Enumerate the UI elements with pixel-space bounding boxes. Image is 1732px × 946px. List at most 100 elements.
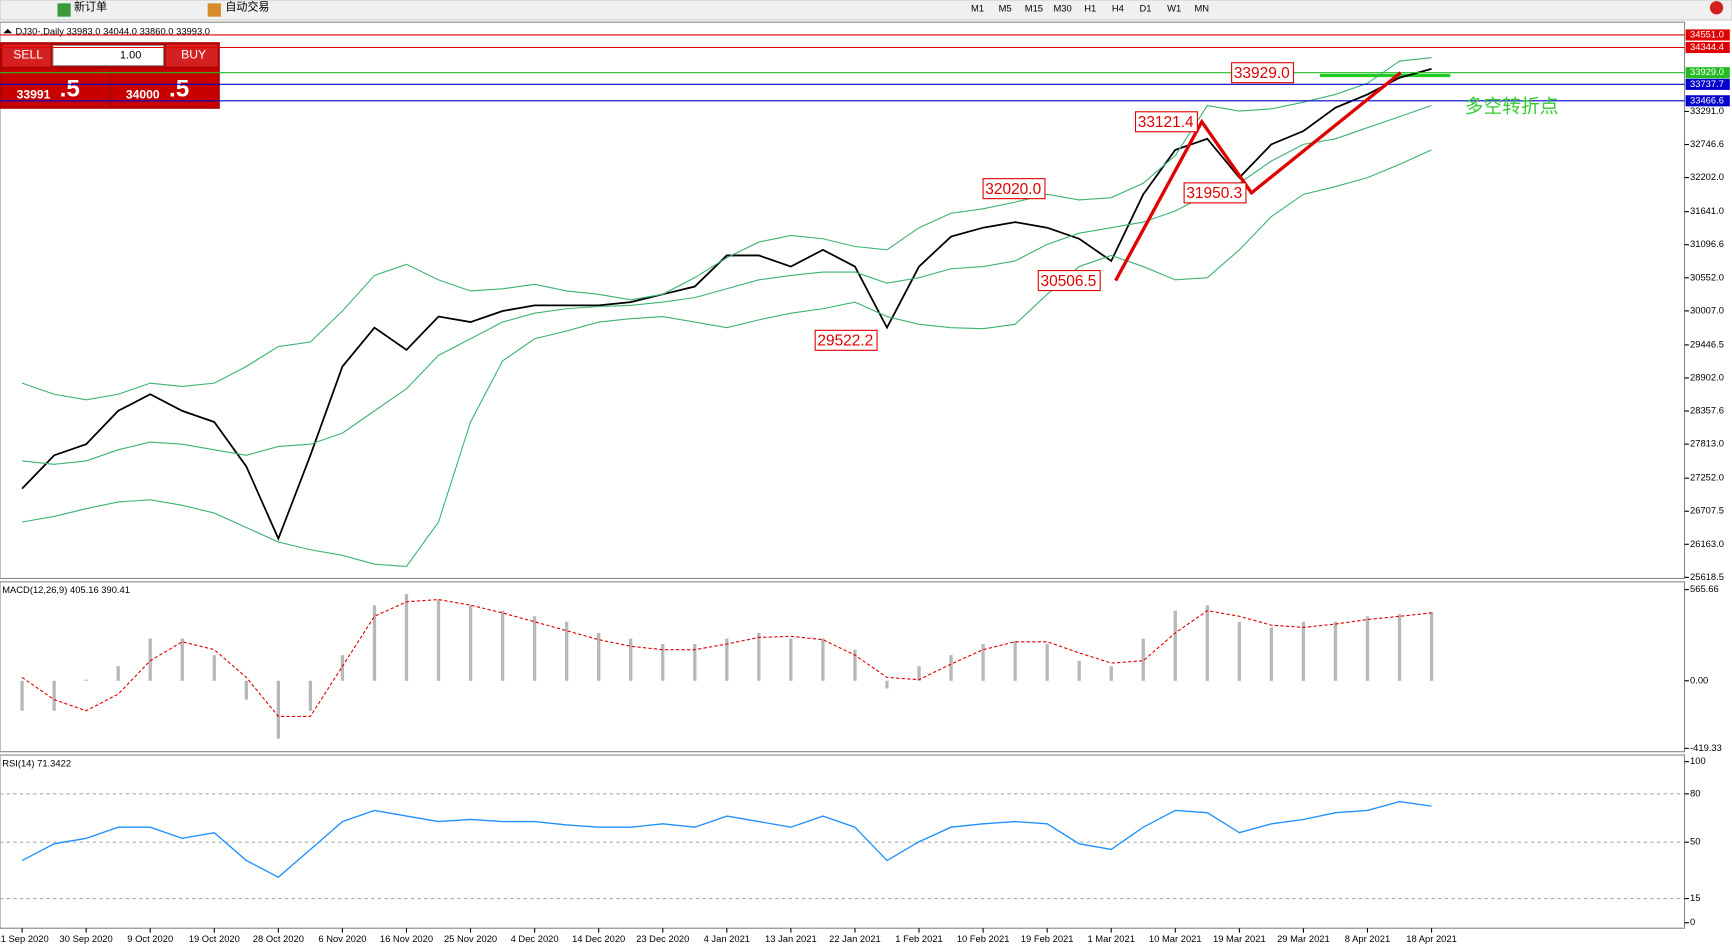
buy-label[interactable]: BUY (181, 48, 206, 62)
series-line (21, 800, 1432, 878)
macd-bar (1333, 621, 1338, 681)
y-tick-label: 26163.0 (1690, 538, 1724, 549)
annotation-label: 33929.0 (1234, 65, 1290, 82)
buy-button[interactable] (165, 44, 218, 67)
rsi-panel (0, 754, 1686, 929)
price-panel (0, 21, 1686, 580)
annotation-box (982, 178, 1046, 200)
y-tick-label: 0 (1690, 916, 1695, 927)
macd-bar (1045, 644, 1049, 681)
macd-bar (1301, 621, 1306, 681)
x-tick-label: 9 Oct 2020 (127, 933, 173, 944)
price-level-tag (1685, 41, 1730, 54)
macd-bar (308, 680, 313, 711)
macd-bar (853, 649, 857, 681)
macd-bar (1013, 640, 1017, 681)
macd-bar (468, 605, 473, 681)
macd-bar (52, 680, 56, 711)
x-tick-label: 14 Dec 2020 (572, 933, 625, 944)
y-tick-label: -419.33 (1690, 742, 1722, 753)
price-level-tag (1685, 67, 1730, 79)
macd-bar (949, 655, 953, 681)
price-level-tag (1685, 29, 1730, 41)
y-tick-label: 80 (1690, 787, 1700, 798)
rsi-title: RSI(14) 71.3422 (2, 757, 71, 768)
x-tick-label: 21 Sep 2020 (0, 933, 49, 944)
macd-bar (148, 638, 152, 681)
y-tick-label: 50 (1690, 836, 1700, 847)
price-level-label: 33737.7 (1690, 78, 1724, 89)
x-tick-label: 19 Oct 2020 (189, 933, 240, 944)
y-tick-label: 33291.0 (1690, 105, 1724, 116)
new-order-icon[interactable] (57, 3, 71, 17)
macd-bar (1365, 616, 1370, 681)
macd-bar (1269, 627, 1274, 681)
auto-trading-icon[interactable] (207, 3, 221, 17)
macd-bar (212, 655, 216, 681)
macd-bar (885, 680, 889, 689)
lot-box[interactable] (52, 44, 165, 67)
macd-bar (1109, 666, 1113, 681)
x-tick-label: 22 Jan 2021 (829, 933, 881, 944)
y-tick-label: 0.00 (1690, 674, 1708, 685)
y-tick-label: 25618.5 (1690, 571, 1724, 582)
macd-bar (84, 679, 88, 681)
timeframe-button[interactable]: W1 (1167, 2, 1181, 13)
lot-value[interactable]: 1.00 (120, 49, 141, 61)
x-tick-label: 16 Nov 2020 (380, 933, 433, 944)
timeframe-button[interactable]: D1 (1139, 2, 1151, 13)
macd-bar (1205, 605, 1209, 681)
series-line (22, 104, 1432, 465)
sell-label[interactable]: SELL (13, 48, 43, 62)
macd-bar (629, 638, 633, 681)
y-tick-label: 30007.0 (1690, 304, 1724, 315)
macd-bar (1141, 638, 1145, 681)
annotation-box (1134, 111, 1198, 133)
y-tick-label: 26707.5 (1690, 505, 1724, 516)
macd-bar (981, 644, 985, 681)
notification[interactable] (1709, 1, 1724, 15)
timeframe-button[interactable]: H4 (1112, 2, 1124, 13)
timeframe-button[interactable]: M5 (999, 2, 1012, 13)
collapse-icon[interactable] (3, 28, 13, 34)
series-line (21, 149, 1432, 567)
price-level-tag (1685, 95, 1730, 107)
y-tick-label: 32746.6 (1690, 138, 1724, 149)
macd-bar (917, 666, 921, 681)
new-order-button[interactable]: 新订单 (74, 0, 107, 14)
macd-bar (564, 621, 569, 681)
macd-bar (1077, 660, 1081, 681)
macd-bar (532, 616, 537, 681)
timeframe-button[interactable]: H1 (1084, 2, 1096, 13)
sell-price-frac: .5 (60, 75, 80, 102)
timeframe-button[interactable]: M30 (1053, 2, 1071, 13)
y-tick-label: 28902.0 (1690, 371, 1724, 382)
timeframe-button[interactable]: M1 (971, 2, 984, 13)
macd-bar (180, 638, 184, 681)
annotation-label: 33121.4 (1138, 114, 1194, 131)
sell-button[interactable] (2, 44, 51, 67)
x-tick-label: 1 Feb 2021 (895, 933, 942, 944)
macd-bar (404, 594, 409, 681)
annotation-label: 31950.3 (1186, 185, 1242, 202)
x-tick-label: 4 Jan 2021 (704, 933, 750, 944)
macd-bar (500, 610, 505, 681)
auto-trading-button[interactable]: 自动交易 (225, 0, 269, 14)
macd-bar (340, 655, 345, 681)
timeframe-button[interactable]: M15 (1025, 2, 1043, 13)
x-tick-label: 6 Nov 2020 (318, 933, 366, 944)
x-tick-label: 4 Dec 2020 (511, 933, 559, 944)
y-tick-label: 32202.0 (1690, 171, 1724, 182)
annotation-box (1183, 182, 1247, 204)
trade-panel: SELL 1.00 BUY 33991 .5 34000 .5 (0, 42, 220, 109)
annotation-box (814, 329, 878, 351)
x-tick-label: 13 Jan 2021 (765, 933, 817, 944)
y-tick-label: 100 (1690, 755, 1706, 766)
macd-bar (1429, 611, 1434, 681)
annotation-label: 30506.5 (1041, 273, 1097, 290)
x-tick-label: 19 Mar 2021 (1213, 933, 1266, 944)
timeframe-button[interactable]: MN (1194, 2, 1209, 13)
annotation-note: 多空转折点 (1465, 96, 1559, 117)
